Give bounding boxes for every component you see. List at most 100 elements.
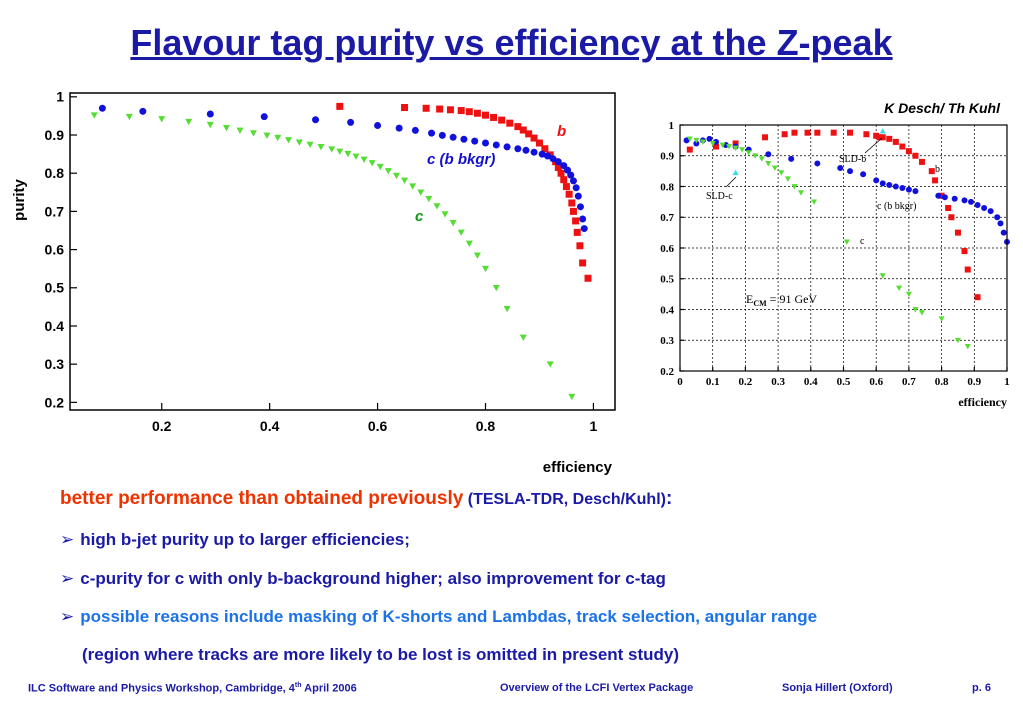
main-point-b <box>530 134 538 142</box>
main-point-c <box>285 137 293 144</box>
inset-point-b <box>892 138 899 145</box>
main-point-b <box>576 242 584 250</box>
inset-point-c-b-bkgr <box>706 135 713 142</box>
main-point-c-b-bkgr <box>572 184 580 192</box>
main-point-c-b-bkgr <box>206 110 214 118</box>
inset-x-tick-label: 0.6 <box>869 376 883 388</box>
inset-point-b <box>928 168 935 175</box>
main-point-b <box>506 119 514 127</box>
inset-point-c-b-bkgr <box>935 192 942 199</box>
main-point-c <box>249 130 257 137</box>
inset-y-tick-label: 0.4 <box>660 304 674 316</box>
main-point-c-b-bkgr <box>569 177 577 185</box>
inset-point-c <box>758 156 765 162</box>
main-point-b <box>473 109 481 117</box>
main-y-tick-label: 0.4 <box>45 318 65 334</box>
inset-point-b <box>863 131 870 138</box>
inset-credit: K Desch/ Th Kuhl <box>884 100 1001 116</box>
main-point-b <box>336 102 344 110</box>
main-x-axis-label: efficiency <box>543 459 613 476</box>
arrow-bullet-icon: ➢ <box>60 569 75 588</box>
inset-label-b: b <box>935 164 940 175</box>
inset-point-c <box>784 176 791 182</box>
page-title: Flavour tag purity vs efficiency at the … <box>130 22 893 63</box>
inset-point-c <box>843 239 850 245</box>
inset-point-c-b-bkgr <box>912 188 919 195</box>
inset-point-c <box>811 199 818 205</box>
inset-point-b <box>686 146 693 153</box>
inset-point-c-b-bkgr <box>837 165 844 172</box>
main-point-c <box>492 284 500 292</box>
main-point-b <box>498 116 506 124</box>
inset-point-c-b-bkgr <box>860 171 867 178</box>
inset-point-c-b-bkgr <box>886 181 893 188</box>
inset-point-c <box>791 184 798 190</box>
bullet-intro-highlight: better performance than obtained previou… <box>60 488 464 509</box>
main-point-c <box>465 240 473 247</box>
inset-point-c-b-bkgr <box>997 220 1004 227</box>
inset-y-tick-label: 0.3 <box>660 335 674 347</box>
inset-point-b <box>961 248 968 255</box>
inset-point-c <box>732 145 739 152</box>
bullet-text-1: high b-jet purity up to larger efficienc… <box>80 530 410 549</box>
main-point-b <box>519 126 527 134</box>
inset-point-c <box>693 137 700 144</box>
inset-sld-b-pointer <box>864 137 883 154</box>
main-point-c <box>368 160 376 167</box>
main-point-b <box>573 228 581 236</box>
main-label-c: c <box>415 208 424 225</box>
main-point-c-b-bkgr <box>428 129 436 137</box>
inset-x-tick-label: 0.7 <box>902 376 916 388</box>
inset-label-sld-b: SLD-b <box>839 154 866 165</box>
inset-point-c-b-bkgr <box>879 180 886 187</box>
inset-point-b <box>918 158 925 165</box>
inset-point-b <box>945 205 952 212</box>
inset-point-c <box>918 310 925 316</box>
main-point-c-b-bkgr <box>460 135 468 143</box>
inset-x-axis-label: efficiency <box>958 395 1007 409</box>
inset-x-tick-label: 0.5 <box>837 376 851 388</box>
main-y-axis-label: purity <box>11 179 28 221</box>
inset-point-b <box>873 132 880 139</box>
inset-point-c <box>896 285 903 291</box>
main-point-c <box>263 132 271 139</box>
inset-point-b <box>974 294 981 301</box>
inset-point-b <box>886 135 893 142</box>
main-point-c-b-bkgr <box>538 150 546 158</box>
main-point-b <box>584 274 592 282</box>
main-point-c-b-bkgr <box>554 158 562 166</box>
main-point-b <box>557 169 565 177</box>
main-y-tick-label: 1 <box>56 89 64 105</box>
main-point-b <box>541 145 549 153</box>
main-point-c-b-bkgr <box>139 107 147 115</box>
main-point-c <box>401 177 409 184</box>
main-point-c <box>392 172 400 179</box>
main-point-c-b-bkgr <box>549 155 557 163</box>
main-x-tick-label: 0.8 <box>476 418 496 434</box>
inset-point-c <box>771 165 778 172</box>
main-point-c-b-bkgr <box>471 137 479 145</box>
main-point-b <box>554 163 562 171</box>
inset-point-b <box>847 129 854 136</box>
inset-point-c-b-bkgr <box>693 140 700 147</box>
main-point-b <box>481 111 489 119</box>
inset-point-c <box>879 273 886 279</box>
main-point-c-b-bkgr <box>522 146 530 154</box>
inset-point-b <box>879 134 886 141</box>
main-point-b <box>465 108 473 116</box>
main-point-b <box>560 176 568 184</box>
main-point-c-b-bkgr <box>374 121 382 129</box>
main-point-b <box>436 105 444 113</box>
bullet-text-2: c-purity for c with only b-background hi… <box>80 569 666 588</box>
inset-energy-label: ECM = 91 GeV <box>746 292 817 308</box>
inset-point-b <box>964 266 971 273</box>
main-point-b <box>535 139 543 147</box>
main-point-c-b-bkgr <box>481 139 489 147</box>
main-point-c-b-bkgr <box>544 152 552 160</box>
inset-point-c <box>964 344 971 350</box>
main-point-c <box>433 203 441 210</box>
inset-y-tick-label: 0.6 <box>660 243 674 255</box>
main-point-c <box>125 113 133 121</box>
inset-x-tick-label: 0.4 <box>804 376 818 388</box>
main-point-c-b-bkgr <box>347 118 355 126</box>
